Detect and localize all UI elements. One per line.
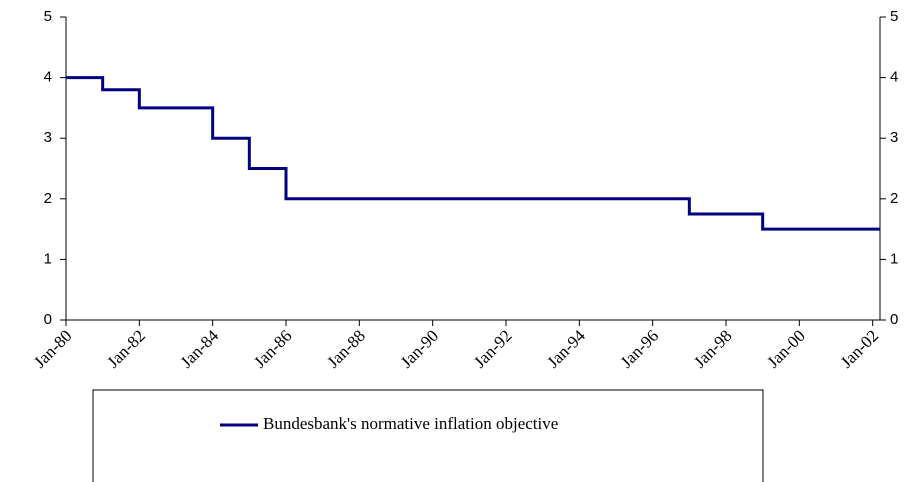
- y2-tick-label: 3: [890, 129, 898, 146]
- y2-tick-label: 1: [890, 250, 898, 267]
- x-tick-label: Jan-90: [397, 326, 442, 371]
- y-tick-label: 5: [44, 8, 52, 25]
- x-tick-label: Jan-96: [617, 326, 662, 371]
- legend-box: [92, 389, 764, 482]
- x-tick-label: Jan-82: [103, 326, 148, 371]
- x-tick-label: Jan-84: [177, 326, 223, 372]
- series-line: [66, 76, 880, 231]
- y-tick-label: 2: [44, 190, 52, 207]
- y-tick-label: 3: [44, 129, 52, 146]
- x-tick-label: Jan-02: [837, 326, 882, 371]
- x-tick-label: Jan-98: [690, 326, 735, 371]
- x-tick-label: Jan-00: [763, 326, 808, 371]
- legend-label: Bundesbank's normative inflation objecti…: [263, 414, 558, 433]
- y2-tick-label: 0: [890, 311, 898, 328]
- x-tick-label: Jan-94: [543, 326, 589, 372]
- y2-tick-label: 2: [890, 190, 898, 207]
- x-tick-label: Jan-92: [470, 326, 515, 371]
- y-tick-label: 4: [44, 69, 52, 86]
- x-tick-label: Jan-86: [250, 326, 295, 371]
- y-tick-label: 0: [44, 311, 52, 328]
- y2-tick-label: 5: [890, 8, 898, 25]
- y2-tick-label: 4: [890, 69, 898, 86]
- x-tick-label: Jan-88: [323, 326, 368, 371]
- y-tick-label: 1: [44, 250, 52, 267]
- x-tick-label: Jan-80: [30, 326, 75, 371]
